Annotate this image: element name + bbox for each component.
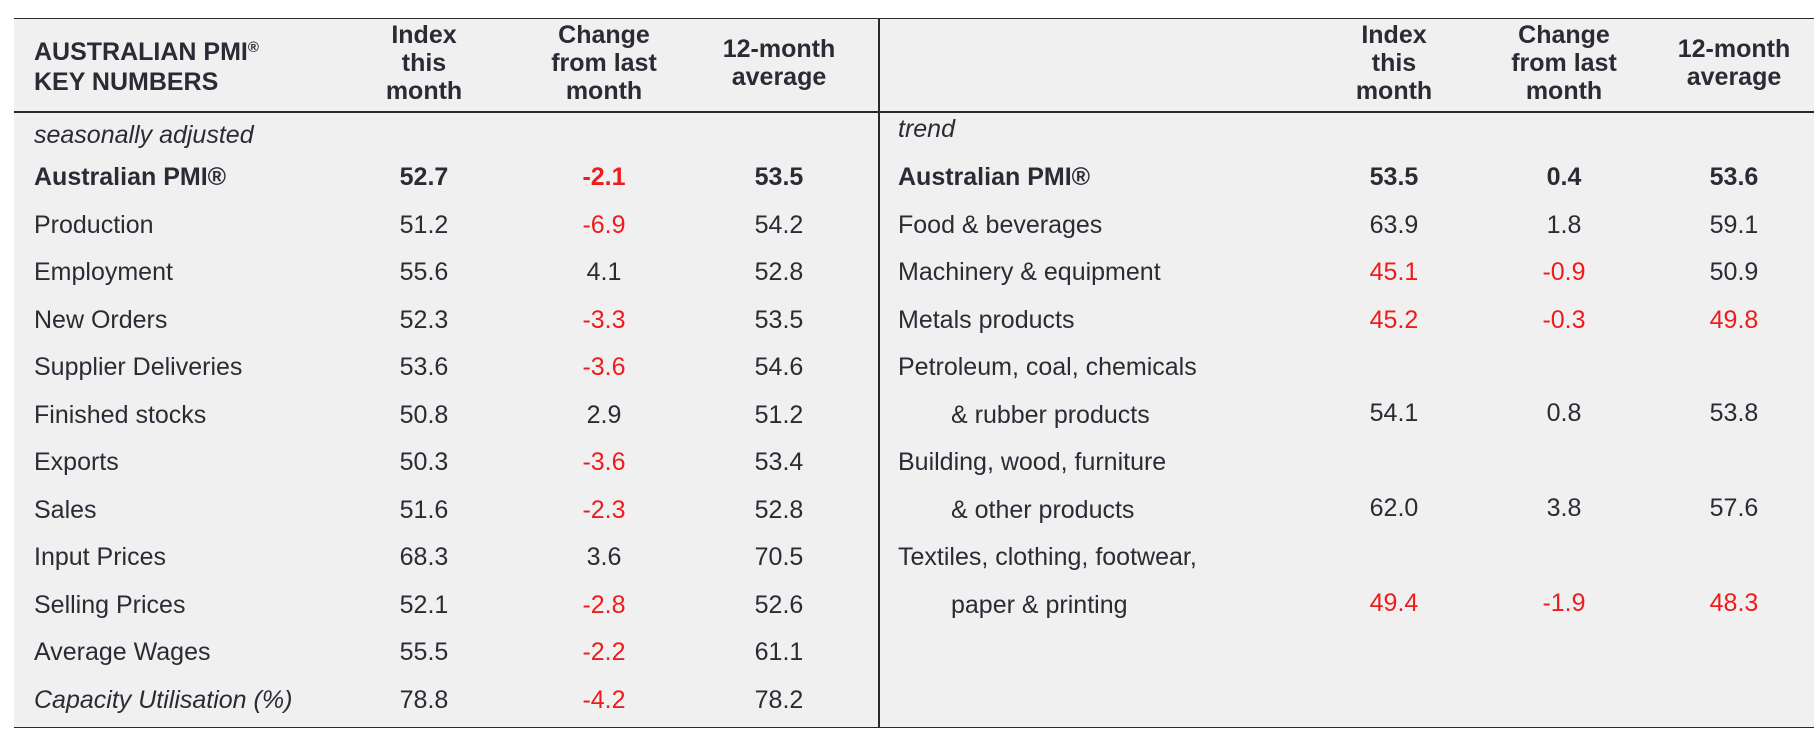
change-value: -3.6 [582, 353, 626, 381]
average-value: 53.4 [754, 448, 804, 476]
average-value: 57.6 [1709, 493, 1759, 522]
average-value: 70.5 [754, 543, 804, 571]
row-label: New Orders [34, 305, 168, 334]
header-rule [14, 111, 1814, 113]
change-value: 3.6 [586, 543, 622, 571]
title-line1: AUSTRALIAN PMI [34, 38, 248, 66]
index-value: 78.8 [399, 685, 449, 714]
change-value: 4.1 [586, 258, 622, 286]
row-label: Exports [34, 448, 119, 476]
change-value: 0.4 [1546, 163, 1582, 191]
section-seasonally-adjusted: seasonally adjusted [34, 121, 254, 149]
change-value: 0.8 [1546, 398, 1582, 427]
index-value: 50.8 [399, 400, 449, 429]
index-value: 51.2 [399, 210, 449, 239]
average-value: 53.6 [1709, 163, 1759, 191]
header-avg-right: 12-month average [1677, 35, 1791, 91]
registered-mark: ® [247, 39, 259, 56]
row-label: Capacity Utilisation (%) [34, 685, 293, 714]
row-label: Petroleum, coal, chemicals [898, 353, 1197, 381]
index-value: 50.3 [399, 448, 449, 476]
index-value: 51.6 [399, 495, 449, 524]
change-value: 1.8 [1546, 210, 1582, 239]
row-label: Sales [34, 495, 97, 524]
row-label-continued: & other products [951, 495, 1135, 524]
index-value: 63.9 [1369, 210, 1419, 239]
change-value: -3.3 [582, 305, 626, 334]
index-value: 52.3 [399, 305, 449, 334]
row-label-continued: paper & printing [951, 590, 1128, 619]
index-value: 53.5 [1369, 163, 1419, 191]
row-label: Australian PMI® [34, 163, 227, 191]
average-value: 49.8 [1709, 305, 1759, 334]
section-trend: trend [898, 115, 955, 143]
index-value: 53.6 [399, 353, 449, 381]
index-value: 54.1 [1369, 398, 1419, 427]
row-label: Employment [34, 258, 173, 286]
header-change-left: Change from last month [551, 21, 657, 105]
index-value: 49.4 [1369, 588, 1419, 617]
header-index-left: Index this month [385, 21, 463, 105]
title-line2: KEY NUMBERS [34, 68, 219, 96]
index-value: 45.2 [1369, 305, 1419, 334]
index-value: 55.5 [399, 638, 449, 666]
row-label: Selling Prices [34, 590, 186, 619]
index-value: 68.3 [399, 543, 449, 571]
change-value: -6.9 [582, 210, 626, 239]
average-value: 52.6 [754, 590, 804, 619]
row-label: Building, wood, furniture [898, 448, 1167, 476]
average-value: 52.8 [754, 258, 804, 286]
average-value: 78.2 [754, 685, 804, 714]
row-label: Input Prices [34, 543, 167, 571]
change-value: -2.8 [582, 590, 626, 619]
average-value: 61.1 [754, 638, 804, 666]
change-value: -0.3 [1542, 305, 1586, 334]
row-label: Metals products [898, 305, 1075, 334]
average-value: 52.8 [754, 495, 804, 524]
row-label: Machinery & equipment [898, 258, 1161, 286]
pmi-key-numbers-table: AUSTRALIAN PMI® KEY NUMBERS Index this m… [14, 18, 1814, 728]
change-value: -2.1 [582, 163, 626, 191]
change-value: 2.9 [586, 400, 622, 429]
column-divider [878, 19, 880, 727]
row-label: Supplier Deliveries [34, 353, 243, 381]
row-label: Australian PMI® [898, 163, 1091, 191]
average-value: 54.2 [754, 210, 804, 239]
row-label: Textiles, clothing, footwear, [898, 543, 1197, 571]
row-label: Finished stocks [34, 400, 207, 429]
average-value: 54.6 [754, 353, 804, 381]
average-value: 53.5 [754, 305, 804, 334]
change-value: -1.9 [1542, 588, 1586, 617]
average-value: 48.3 [1709, 588, 1759, 617]
average-value: 53.5 [754, 163, 804, 191]
header-change-right: Change from last month [1511, 21, 1617, 105]
header-avg-left: 12-month average [722, 35, 836, 91]
row-label: Average Wages [34, 638, 211, 666]
average-value: 50.9 [1709, 258, 1759, 286]
index-value: 52.7 [399, 163, 449, 191]
change-value: -0.9 [1542, 258, 1586, 286]
change-value: -2.3 [582, 495, 626, 524]
change-value: 3.8 [1546, 493, 1582, 522]
table-title: AUSTRALIAN PMI® KEY NUMBERS [34, 37, 259, 97]
average-value: 51.2 [754, 400, 804, 429]
average-value: 53.8 [1709, 398, 1759, 427]
change-value: -2.2 [582, 638, 626, 666]
average-value: 59.1 [1709, 210, 1759, 239]
index-value: 62.0 [1369, 493, 1419, 522]
index-value: 55.6 [399, 258, 449, 286]
index-value: 45.1 [1369, 258, 1419, 286]
row-label: Food & beverages [898, 210, 1103, 239]
row-label-continued: & rubber products [951, 400, 1150, 429]
index-value: 52.1 [399, 590, 449, 619]
header-index-right: Index this month [1355, 21, 1433, 105]
change-value: -4.2 [582, 685, 626, 714]
change-value: -3.6 [582, 448, 626, 476]
row-label: Production [34, 210, 154, 239]
